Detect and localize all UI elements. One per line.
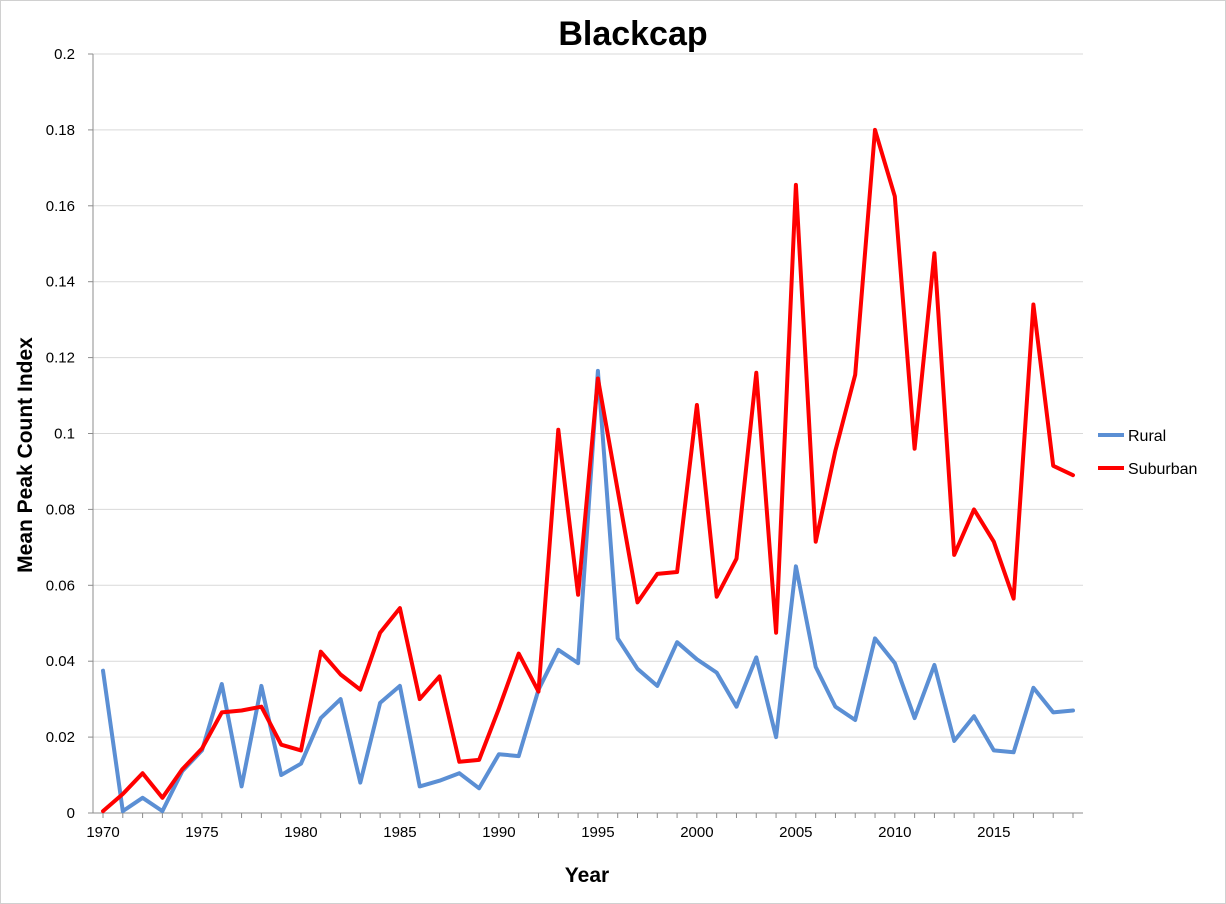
- y-tick-label: 0.14: [46, 274, 75, 291]
- y-tick-label: 0.08: [46, 501, 75, 518]
- x-tick-label: 2010: [878, 824, 911, 841]
- x-tick-labels: 1970 1975 1980 1985 1990 1995 2000 2005 2010 2015: [86, 824, 1010, 841]
- legend-label-rural: Rural: [1128, 428, 1166, 445]
- y-tick-label: 0.2: [54, 46, 75, 63]
- y-tick-label: 0.16: [46, 198, 75, 215]
- axes: [88, 53, 1083, 818]
- x-tick-label: 1995: [581, 824, 614, 841]
- legend: Rural Suburban: [1098, 428, 1197, 478]
- series-lines: [101, 127, 1075, 814]
- x-tick-label: 2015: [977, 824, 1010, 841]
- y-tick-label: 0.02: [46, 729, 75, 746]
- x-tick-label: 1990: [482, 824, 515, 841]
- y-tick-label: 0.12: [46, 350, 75, 367]
- series-line-suburban: [101, 127, 1075, 814]
- y-tick-label: 0.1: [54, 426, 75, 443]
- x-tick-label: 1985: [383, 824, 416, 841]
- x-axis-title: Year: [565, 864, 609, 887]
- y-tick-label: 0.06: [46, 577, 75, 594]
- y-tick-label: 0.04: [46, 653, 75, 670]
- gridlines: [93, 53, 1083, 738]
- x-tick-label: 1975: [185, 824, 218, 841]
- y-axis-title: Mean Peak Count Index: [14, 337, 37, 573]
- y-tick-label: 0: [67, 805, 75, 822]
- x-tick-label: 2005: [779, 824, 812, 841]
- legend-label-suburban: Suburban: [1128, 461, 1197, 478]
- series-line-rural: [101, 368, 1075, 814]
- chart-title: Blackcap: [558, 15, 707, 53]
- y-tick-labels: 0 0.02 0.04 0.06 0.08 0.1 0.12 0.14 0.16 0.18 0.2: [46, 46, 75, 822]
- x-tick-label: 1980: [284, 824, 317, 841]
- x-tick-label: 1970: [86, 824, 119, 841]
- y-tick-label: 0.18: [46, 122, 75, 139]
- x-tick-label: 2000: [680, 824, 713, 841]
